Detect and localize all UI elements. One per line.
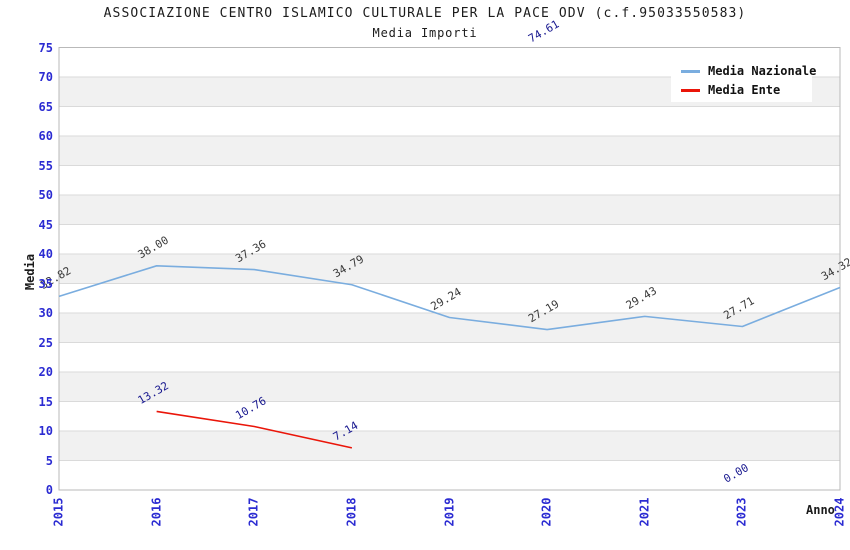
chart-subtitle: Media Importi [372,26,478,40]
grid-band [59,372,840,402]
data-label: 29.43 [624,284,659,312]
grid-band [59,195,840,225]
data-label: 0.00 [721,461,750,486]
data-label: 29.24 [429,285,465,313]
data-label: 32.82 [38,264,73,292]
legend-label: Media Nazionale [708,64,817,78]
grid-band [59,136,840,166]
line-swatch-icon [681,88,700,92]
page-title: ASSOCIAZIONE CENTRO ISLAMICO CULTURALE P… [103,6,747,21]
series-line-media-nazionale [58,264,841,331]
grid-band [59,254,840,284]
line-swatch-icon [681,69,700,73]
legend-label: Media Ente [708,83,781,97]
legend-item-media-nazionale: Media Nazionale [671,64,816,78]
data-label: 74.61 [526,18,561,46]
x-axis-title: Anno [806,503,835,517]
legend: Media Nazionale Media Ente [671,59,816,102]
grid-band [59,431,840,461]
y-axis-title: Media [23,253,37,291]
legend-item-media-ente: Media Ente [671,83,812,97]
plot-border [58,47,841,491]
series-line-media-ente [156,410,353,449]
